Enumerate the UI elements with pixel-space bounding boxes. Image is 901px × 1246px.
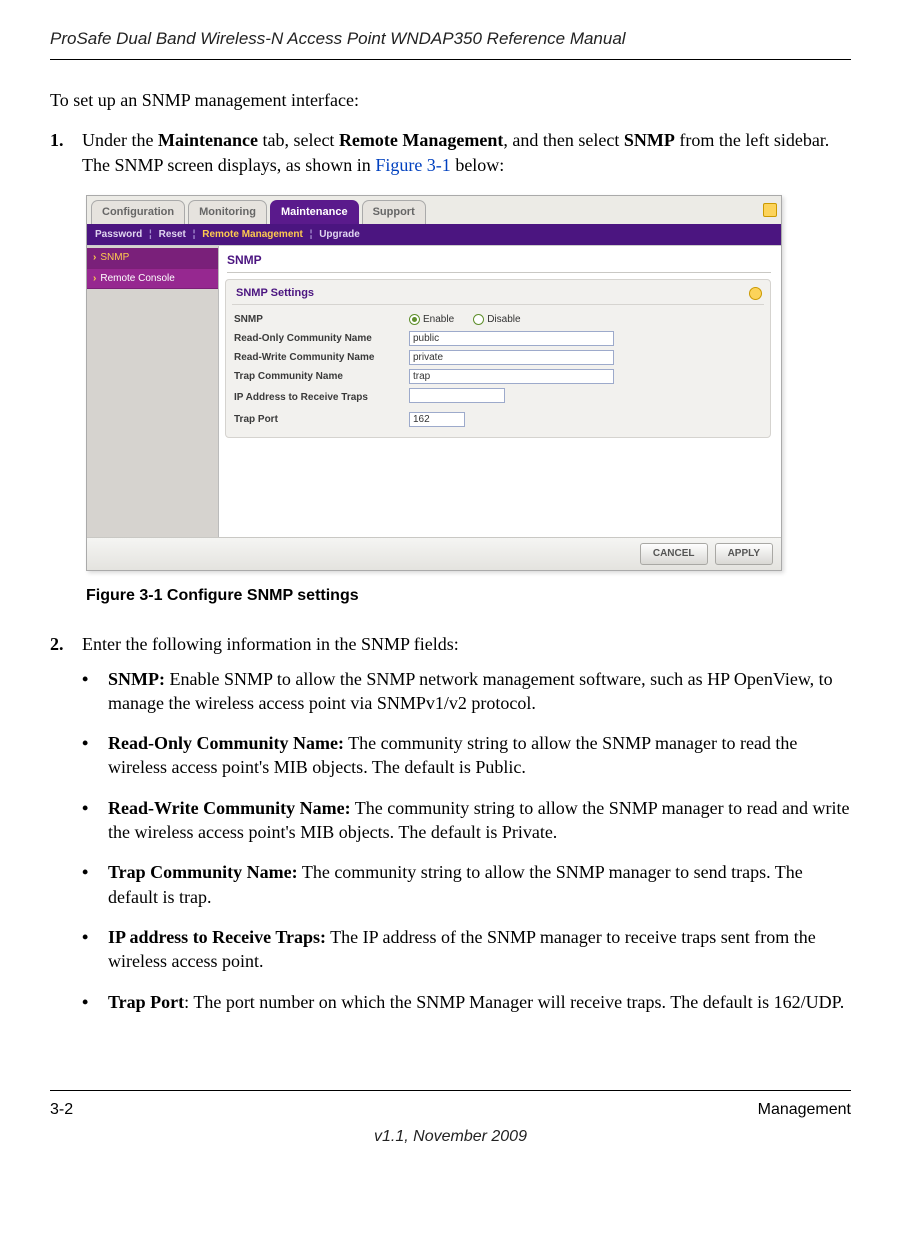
figure-caption: Figure 3-1 Configure SNMP settings <box>86 585 851 607</box>
snmp-settings-panel: SNMP Settings SNMP Enable Disable Read-O… <box>225 279 771 438</box>
bullet-trap-name: • Trap Community Name: The community str… <box>82 860 851 909</box>
bullet-trap-ip: • IP address to Receive Traps: The IP ad… <box>82 925 851 974</box>
sidebar-item-remote-console[interactable]: Remote Console <box>87 269 218 290</box>
footer-section: Management <box>758 1099 851 1121</box>
input-trap-ip[interactable] <box>409 388 505 403</box>
page-footer: 3-2 Management v1.1, November 2009 <box>50 1090 851 1148</box>
subnav-reset[interactable]: Reset <box>159 229 186 240</box>
bullet-marker: • <box>82 860 108 909</box>
row-readwrite: Read-Write Community Name private <box>232 348 764 367</box>
input-readonly[interactable]: public <box>409 331 614 346</box>
bullet-readwrite: • Read-Write Community Name: The communi… <box>82 796 851 845</box>
panel-title-row: SNMP Settings <box>232 282 764 305</box>
bullet-readonly-label: Read-Only Community Name: <box>108 733 344 753</box>
help-icon[interactable] <box>749 287 762 300</box>
bullet-snmp: • SNMP: Enable SNMP to allow the SNMP ne… <box>82 667 851 716</box>
subnav-password[interactable]: Password <box>95 229 142 240</box>
sub-nav: Password ¦ Reset ¦ Remote Management ¦ U… <box>87 224 781 246</box>
figure-link[interactable]: Figure 3-1 <box>375 155 451 175</box>
bullet-trap-name-label: Trap Community Name: <box>108 862 298 882</box>
main-title: SNMP <box>227 252 771 273</box>
doc-header: ProSafe Dual Band Wireless-N Access Poin… <box>50 28 851 60</box>
radio-disable-label: Disable <box>487 314 520 325</box>
subnav-sep-3: ¦ <box>310 229 313 240</box>
sidebar-item-snmp[interactable]: SNMP <box>87 248 218 269</box>
screenshot-body: SNMP Remote Console SNMP SNMP Settings S… <box>87 245 781 537</box>
bullet-marker: • <box>82 667 108 716</box>
step-1-bold-1: Maintenance <box>158 130 258 150</box>
tab-monitoring[interactable]: Monitoring <box>188 200 267 224</box>
field-bullet-list: • SNMP: Enable SNMP to allow the SNMP ne… <box>82 667 851 1014</box>
bullet-trap-port-label: Trap Port <box>108 992 184 1012</box>
bullet-marker: • <box>82 925 108 974</box>
bullet-snmp-label: SNMP: <box>108 669 165 689</box>
row-trap-ip: IP Address to Receive Traps <box>232 386 764 410</box>
row-trap-port: Trap Port 162 <box>232 410 764 429</box>
subnav-remote-management[interactable]: Remote Management <box>202 229 303 240</box>
label-readwrite: Read-Write Community Name <box>234 351 409 365</box>
tab-support[interactable]: Support <box>362 200 426 224</box>
label-readonly: Read-Only Community Name <box>234 332 409 346</box>
radio-enable[interactable] <box>409 314 420 325</box>
step-1-bold-3: SNMP <box>624 130 675 150</box>
main-panel: SNMP SNMP Settings SNMP Enable Disable <box>219 246 781 537</box>
label-trap-ip: IP Address to Receive Traps <box>234 391 409 405</box>
figure-container: Configuration Monitoring Maintenance Sup… <box>86 195 851 606</box>
bullet-marker: • <box>82 796 108 845</box>
bullet-trap-ip-label: IP address to Receive Traps: <box>108 927 326 947</box>
button-bar: CANCEL APPLY <box>87 537 781 570</box>
tab-configuration[interactable]: Configuration <box>91 200 185 224</box>
input-trap-name[interactable]: trap <box>409 369 614 384</box>
step-2-body: Enter the following information in the S… <box>82 632 851 1030</box>
radio-disable[interactable] <box>473 314 484 325</box>
radio-enable-label: Enable <box>423 314 454 325</box>
input-trap-port[interactable]: 162 <box>409 412 465 427</box>
bullet-snmp-text: Enable SNMP to allow the SNMP network ma… <box>108 669 833 713</box>
bullet-trap-port: • Trap Port: The port number on which th… <box>82 990 851 1014</box>
cancel-button[interactable]: CANCEL <box>640 543 708 565</box>
panel-title-text: SNMP Settings <box>236 286 314 301</box>
label-snmp: SNMP <box>234 313 409 327</box>
step-1-frag-5: below: <box>451 155 505 175</box>
subnav-sep-1: ¦ <box>149 229 152 240</box>
bullet-readonly: • Read-Only Community Name: The communit… <box>82 731 851 780</box>
sidebar: SNMP Remote Console <box>87 246 219 537</box>
tab-maintenance[interactable]: Maintenance <box>270 200 359 224</box>
bullet-marker: • <box>82 731 108 780</box>
label-trap-name: Trap Community Name <box>234 370 409 384</box>
bullet-trap-port-text: : The port number on which the SNMP Mana… <box>184 992 844 1012</box>
logout-icon[interactable] <box>763 203 777 217</box>
step-1: 1. Under the Maintenance tab, select Rem… <box>50 128 851 177</box>
step-1-frag-3: , and then select <box>503 130 623 150</box>
page-number: 3-2 <box>50 1099 73 1121</box>
footer-version: v1.1, November 2009 <box>50 1120 851 1148</box>
step-2-text: Enter the following information in the S… <box>82 634 459 654</box>
step-1-body: Under the Maintenance tab, select Remote… <box>82 128 851 177</box>
tab-row: Configuration Monitoring Maintenance Sup… <box>87 196 781 224</box>
step-1-frag-1: Under the <box>82 130 158 150</box>
row-readonly: Read-Only Community Name public <box>232 329 764 348</box>
snmp-screenshot: Configuration Monitoring Maintenance Sup… <box>86 195 782 571</box>
input-readwrite[interactable]: private <box>409 350 614 365</box>
bullet-readwrite-label: Read-Write Community Name: <box>108 798 351 818</box>
step-2: 2. Enter the following information in th… <box>50 632 851 1030</box>
subnav-sep-2: ¦ <box>193 229 196 240</box>
step-1-frag-2: tab, select <box>258 130 339 150</box>
bullet-marker: • <box>82 990 108 1014</box>
apply-button[interactable]: APPLY <box>715 543 773 565</box>
value-snmp: Enable Disable <box>409 312 762 327</box>
step-1-bold-2: Remote Management <box>339 130 503 150</box>
step-2-number: 2. <box>50 632 82 1030</box>
row-snmp: SNMP Enable Disable <box>232 310 764 329</box>
intro-text: To set up an SNMP management interface: <box>50 88 851 112</box>
row-trap-name: Trap Community Name trap <box>232 367 764 386</box>
label-trap-port: Trap Port <box>234 413 409 427</box>
step-1-number: 1. <box>50 128 82 177</box>
subnav-upgrade[interactable]: Upgrade <box>319 229 360 240</box>
